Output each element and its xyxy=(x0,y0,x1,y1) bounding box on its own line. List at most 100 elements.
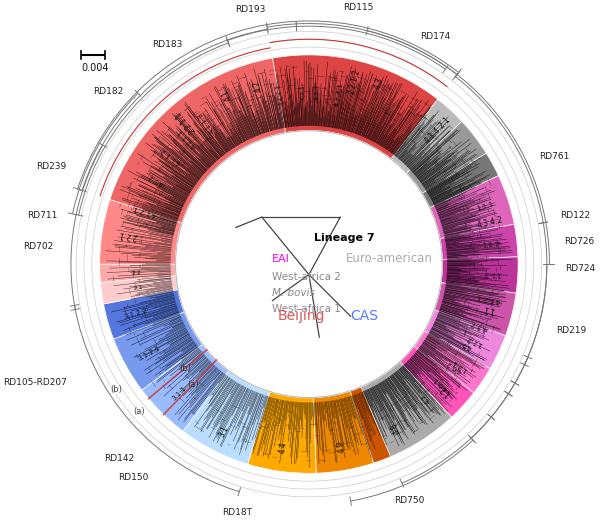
Wedge shape xyxy=(238,60,281,139)
Wedge shape xyxy=(280,55,299,132)
Text: West-africa 2: West-africa 2 xyxy=(272,272,341,282)
Wedge shape xyxy=(136,124,210,189)
Text: 2.2.1.2: 2.2.1.2 xyxy=(347,67,362,95)
Wedge shape xyxy=(424,160,518,282)
Text: 3.1.2.1: 3.1.2.1 xyxy=(137,344,161,361)
Text: 4.9: 4.9 xyxy=(335,440,347,454)
Wedge shape xyxy=(142,344,229,431)
Text: 4.1.2: 4.1.2 xyxy=(146,172,165,186)
Text: 2.2.1: 2.2.1 xyxy=(118,230,138,242)
Wedge shape xyxy=(175,87,238,162)
Text: Beijing: Beijing xyxy=(278,310,325,323)
Text: RD726: RD726 xyxy=(564,237,595,246)
Wedge shape xyxy=(391,99,462,173)
Text: 4.3.2.1: 4.3.2.1 xyxy=(476,294,501,304)
Text: 1.1.3: 1.1.3 xyxy=(482,270,501,277)
Wedge shape xyxy=(414,331,490,393)
Wedge shape xyxy=(431,301,510,346)
Wedge shape xyxy=(430,176,514,238)
Wedge shape xyxy=(406,121,487,194)
Text: EAI: EAI xyxy=(272,254,290,264)
Text: 4.2: 4.2 xyxy=(252,78,263,93)
Text: RD750: RD750 xyxy=(394,495,424,505)
Wedge shape xyxy=(389,360,454,431)
Text: RD105-RD207: RD105-RD207 xyxy=(3,378,67,386)
Text: RD239: RD239 xyxy=(36,162,67,170)
Text: RD761: RD761 xyxy=(539,152,569,162)
Text: 4.8: 4.8 xyxy=(389,420,403,436)
Text: RD724: RD724 xyxy=(565,264,595,273)
Text: 4.3.4.2.1: 4.3.4.2.1 xyxy=(423,116,453,146)
Wedge shape xyxy=(323,56,359,135)
Text: (b): (b) xyxy=(179,364,191,373)
Text: 1.2.1: 1.2.1 xyxy=(451,358,469,373)
Wedge shape xyxy=(371,79,490,198)
Text: West-africa 1: West-africa 1 xyxy=(272,303,341,314)
Text: RD219: RD219 xyxy=(556,326,587,335)
Wedge shape xyxy=(400,346,474,417)
Wedge shape xyxy=(437,276,517,322)
Text: Euro-american: Euro-american xyxy=(346,253,433,265)
Text: RD142: RD142 xyxy=(104,454,134,463)
Wedge shape xyxy=(309,55,331,131)
Wedge shape xyxy=(100,199,182,264)
Wedge shape xyxy=(100,264,176,282)
Text: 4.6.2: 4.6.2 xyxy=(446,359,464,373)
Text: M. bovis: M. bovis xyxy=(272,288,315,298)
Wedge shape xyxy=(113,312,202,390)
Text: (a): (a) xyxy=(133,407,145,416)
Text: 1.1: 1.1 xyxy=(482,303,496,315)
Text: 3.1.2.2: 3.1.2.2 xyxy=(123,308,148,320)
Text: 4.5: 4.5 xyxy=(461,339,473,350)
Text: 4.1.2.1: 4.1.2.1 xyxy=(132,204,157,218)
Wedge shape xyxy=(116,147,199,212)
Wedge shape xyxy=(294,55,309,131)
Text: RD150: RD150 xyxy=(118,473,148,482)
Text: RD702: RD702 xyxy=(23,242,53,251)
Text: 1.2: 1.2 xyxy=(437,383,452,398)
Text: RD174: RD174 xyxy=(420,31,451,41)
Text: 0.004: 0.004 xyxy=(82,63,109,73)
Text: 4.4: 4.4 xyxy=(278,441,289,454)
Text: (b): (b) xyxy=(110,385,122,394)
Text: RD18T: RD18T xyxy=(223,508,253,517)
Text: RD711: RD711 xyxy=(27,211,58,220)
Text: RD122: RD122 xyxy=(560,211,590,220)
Wedge shape xyxy=(314,391,374,473)
Text: 1.1.1: 1.1.1 xyxy=(476,201,495,212)
Wedge shape xyxy=(440,224,518,259)
Text: 4.3.1: 4.3.1 xyxy=(300,84,305,100)
Wedge shape xyxy=(350,371,435,463)
Text: RD182: RD182 xyxy=(93,87,124,96)
Text: 4.1.1.1: 4.1.1.1 xyxy=(176,127,198,149)
Text: 4.3: 4.3 xyxy=(372,76,385,90)
Text: 1.1.2: 1.1.2 xyxy=(482,241,500,249)
Text: 3.1: 3.1 xyxy=(217,425,230,439)
Text: 4.2.2.1: 4.2.2.1 xyxy=(275,83,283,105)
Wedge shape xyxy=(272,55,437,159)
Text: 2.1: 2.1 xyxy=(133,285,143,291)
Wedge shape xyxy=(104,290,184,339)
Text: 4.7: 4.7 xyxy=(419,392,431,404)
Wedge shape xyxy=(413,333,488,396)
Wedge shape xyxy=(401,348,472,415)
Wedge shape xyxy=(441,257,518,293)
Wedge shape xyxy=(110,58,286,223)
Text: RD193: RD193 xyxy=(235,5,265,14)
Circle shape xyxy=(176,131,442,397)
Wedge shape xyxy=(104,183,186,236)
Text: 4.3.3: 4.3.3 xyxy=(315,84,321,100)
Text: 4.3.2: 4.3.2 xyxy=(469,320,488,332)
Wedge shape xyxy=(434,282,516,336)
Text: 2.2: 2.2 xyxy=(131,270,142,276)
Text: 4.1.1.2: 4.1.1.2 xyxy=(160,146,182,166)
Wedge shape xyxy=(248,392,316,473)
Wedge shape xyxy=(341,61,407,146)
Text: RD183: RD183 xyxy=(152,40,182,49)
Wedge shape xyxy=(423,316,502,372)
Text: 4.6.1: 4.6.1 xyxy=(433,375,449,391)
Text: 2.2.1.1: 2.2.1.1 xyxy=(173,109,197,135)
Wedge shape xyxy=(265,57,290,134)
Text: 3.1.1: 3.1.1 xyxy=(171,385,188,402)
Text: 4.1: 4.1 xyxy=(220,87,233,103)
